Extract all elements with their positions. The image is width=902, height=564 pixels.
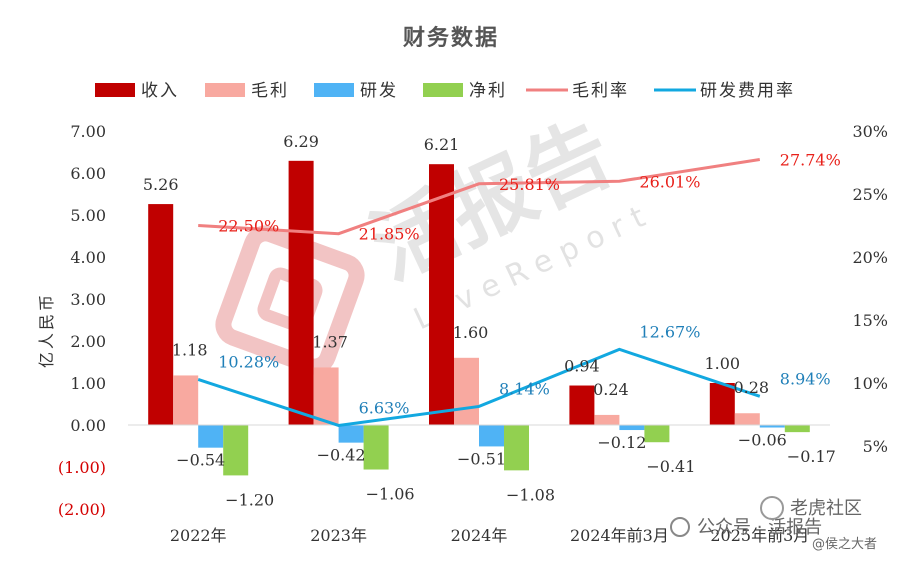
data-label-收入: 6.29 [283, 132, 319, 151]
y2-tick-label: 20% [852, 248, 888, 267]
bar-净利 [363, 425, 389, 470]
legend-label-净利: 净利 [469, 81, 507, 101]
data-label-毛利: 0.24 [593, 380, 629, 399]
data-label-毛利: 1.18 [172, 340, 208, 359]
y-tick-label: 2.00 [70, 332, 106, 351]
bar-研发 [198, 425, 224, 448]
data-label-毛利: 0.28 [733, 378, 769, 397]
rate-label-毛利率: 26.01% [639, 172, 700, 191]
data-label-净利: −1.06 [366, 485, 415, 504]
y-tick-label: 0.00 [70, 416, 106, 435]
chart-title: 财务数据 [403, 25, 499, 51]
y-tick-label: 1.00 [70, 374, 106, 393]
rate-label-毛利率: 22.50% [218, 217, 279, 236]
bar-收入 [288, 160, 314, 425]
y-tick-label: (2.00) [58, 500, 106, 519]
rate-label-毛利率: 25.81% [499, 175, 560, 194]
rate-label-研发费用率: 10.28% [218, 352, 279, 371]
bar-研发 [479, 425, 504, 447]
bar-毛利 [173, 375, 199, 425]
y-tick-label: 5.00 [70, 206, 106, 225]
rate-label-毛利率: 21.85% [359, 225, 420, 244]
data-label-收入: 6.21 [424, 135, 460, 154]
rate-label-研发费用率: 6.63% [359, 398, 410, 417]
bar-净利 [504, 425, 529, 471]
bar-研发 [338, 425, 364, 443]
data-label-净利: −0.17 [787, 447, 836, 466]
legend-swatch-毛利 [205, 83, 245, 97]
y2-tick-label: 15% [852, 311, 888, 330]
y-tick-label: 3.00 [70, 290, 106, 309]
y-axis-right: 30% 25% 20% 15% 10% 5% [852, 122, 888, 456]
data-label-研发: −0.06 [738, 431, 787, 450]
corner-brand-text: 老虎社区 [790, 498, 862, 519]
corner-user-text: @侯之大者 [812, 537, 877, 552]
bars-group [148, 160, 810, 476]
bar-净利 [784, 425, 810, 433]
x-tick-label: 2023年 [310, 526, 367, 545]
line-研发费用率 [197, 347, 761, 427]
corner-account-text: 公众号 · 活报告 [697, 517, 822, 538]
data-label-研发: −0.54 [176, 451, 225, 470]
rate-label-研发费用率: 12.67% [639, 322, 700, 341]
legend-label-收入: 收入 [141, 81, 179, 101]
legend-label-研发费用率: 研发费用率 [700, 81, 795, 101]
rate-label-研发费用率: 8.14% [499, 379, 550, 398]
data-label-毛利: 1.37 [312, 332, 348, 351]
y2-tick-label: 5% [863, 437, 888, 456]
corner-watermark: 公众号 · 活报告 老虎社区 @侯之大者 [670, 496, 877, 552]
bar-收入 [148, 204, 174, 425]
x-axis: 2022年 2023年 2024年 2024年前3月 2025年前3月 [170, 526, 809, 545]
bar-收入 [569, 385, 595, 425]
data-label-收入: 0.94 [564, 357, 600, 376]
legend: 收入 毛利 研发 净利 毛利率 研发费用率 [95, 81, 795, 101]
x-tick-label: 2025年前3月 [710, 526, 809, 545]
bar-研发 [759, 425, 785, 428]
x-tick-label: 2022年 [170, 526, 227, 545]
tiger-logo-icon [760, 496, 784, 520]
y-tick-label: (1.00) [58, 458, 106, 477]
data-label-净利: −1.08 [506, 485, 555, 504]
bar-收入 [429, 164, 454, 425]
wechat-icon [670, 517, 690, 537]
data-label-收入: 5.26 [143, 175, 179, 194]
bar-毛利 [594, 414, 620, 425]
data-label-毛利: 1.60 [453, 323, 489, 342]
bar-毛利 [313, 367, 339, 425]
data-label-收入: 1.00 [704, 354, 740, 373]
y-axis-label: 亿人民币 [37, 292, 56, 368]
rate-label-毛利率: 27.74% [780, 150, 841, 169]
legend-label-研发: 研发 [360, 81, 398, 101]
y2-tick-label: 10% [852, 374, 888, 393]
bar-净利 [644, 425, 670, 443]
bar-毛利 [454, 357, 479, 425]
legend-swatch-收入 [95, 83, 135, 97]
y-tick-label: 4.00 [70, 248, 106, 267]
legend-label-毛利: 毛利 [251, 81, 289, 101]
bar-研发 [619, 425, 645, 431]
x-tick-label: 2024年 [451, 526, 508, 545]
rate-label-研发费用率: 8.94% [780, 369, 831, 388]
lines-group [197, 157, 761, 427]
legend-label-毛利率: 毛利率 [572, 81, 629, 101]
y2-tick-label: 30% [852, 122, 888, 141]
legend-swatch-研发 [314, 83, 354, 97]
line-毛利率 [198, 157, 761, 236]
data-label-研发: −0.51 [457, 449, 506, 468]
bar-净利 [223, 425, 249, 476]
y-axis-left: 7.00 6.00 5.00 4.00 3.00 2.00 1.00 0.00 (1.00) (2… [58, 122, 106, 519]
bar-毛利 [734, 413, 760, 425]
legend-swatch-净利 [423, 83, 463, 97]
y2-tick-label: 25% [852, 185, 888, 204]
y-tick-label: 7.00 [70, 122, 106, 141]
bar-收入 [709, 383, 735, 425]
data-labels-group: 5.26 6.29 6.21 0.94 1.00 1.18 1.37 1.60 0.24 0.28… [143, 132, 841, 510]
data-label-研发: −0.42 [317, 446, 366, 465]
data-label-净利: −1.20 [225, 490, 274, 509]
x-tick-label: 2024年前3月 [570, 526, 669, 545]
data-label-研发: −0.12 [597, 433, 646, 452]
y-tick-label: 6.00 [70, 164, 106, 183]
data-label-净利: −0.41 [646, 457, 695, 476]
